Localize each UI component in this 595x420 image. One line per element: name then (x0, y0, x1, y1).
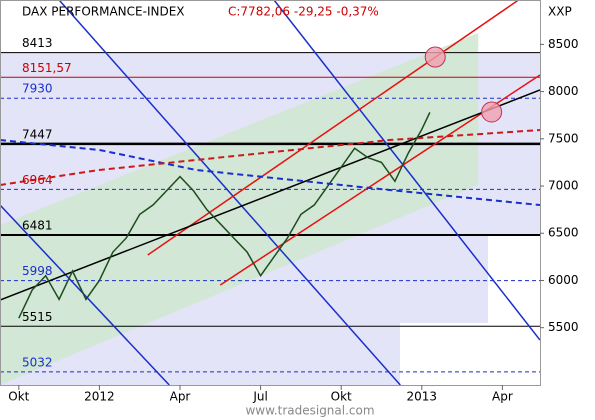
plot-area (0, 0, 540, 385)
level-label: 5515 (22, 310, 53, 324)
level-label: 8151,57 (22, 61, 72, 75)
chart-subtitle: C:7782,06 -29,25 -0,37% (228, 5, 379, 19)
plot-frame (0, 0, 541, 386)
intersection-marker (481, 101, 503, 123)
level-label: 6481 (22, 219, 53, 233)
intersection-marker (424, 46, 446, 68)
y-tick-label: 6000 (548, 273, 579, 287)
level-label: 7930 (22, 82, 53, 96)
trend-line (58, 0, 401, 385)
trend-line (0, 89, 540, 301)
trend-line (273, 0, 540, 341)
y-tick-label: 7500 (548, 131, 579, 145)
x-tick-label: Apr (492, 390, 513, 404)
chart-title: DAX PERFORMANCE-INDEX (22, 5, 185, 19)
y-axis-label: XXP (548, 5, 572, 19)
y-tick-label: 6500 (548, 226, 579, 240)
series-line (0, 129, 540, 186)
level-label: 5032 (22, 355, 53, 369)
y-tick-label: 7000 (548, 179, 579, 193)
level-label: 7447 (22, 127, 53, 141)
level-label: 8413 (22, 36, 53, 50)
regression-channel (0, 32, 479, 385)
x-tick-label: 2012 (84, 390, 115, 404)
y-tick-label: 8500 (548, 37, 579, 51)
source: www.tradesignal.com (245, 404, 374, 418)
x-tick-label: 2013 (407, 390, 438, 404)
x-tick-label: Apr (170, 390, 191, 404)
level-label: 5998 (22, 264, 53, 278)
series-line (0, 139, 540, 207)
x-tick-label: Okt (331, 390, 352, 404)
y-tick-label: 8000 (548, 84, 579, 98)
y-tick-label: 5500 (548, 320, 579, 334)
series-line (18, 112, 431, 319)
level-label: 6964 (22, 173, 53, 187)
x-tick-label: Okt (8, 390, 29, 404)
x-tick-label: Jul (252, 390, 267, 404)
